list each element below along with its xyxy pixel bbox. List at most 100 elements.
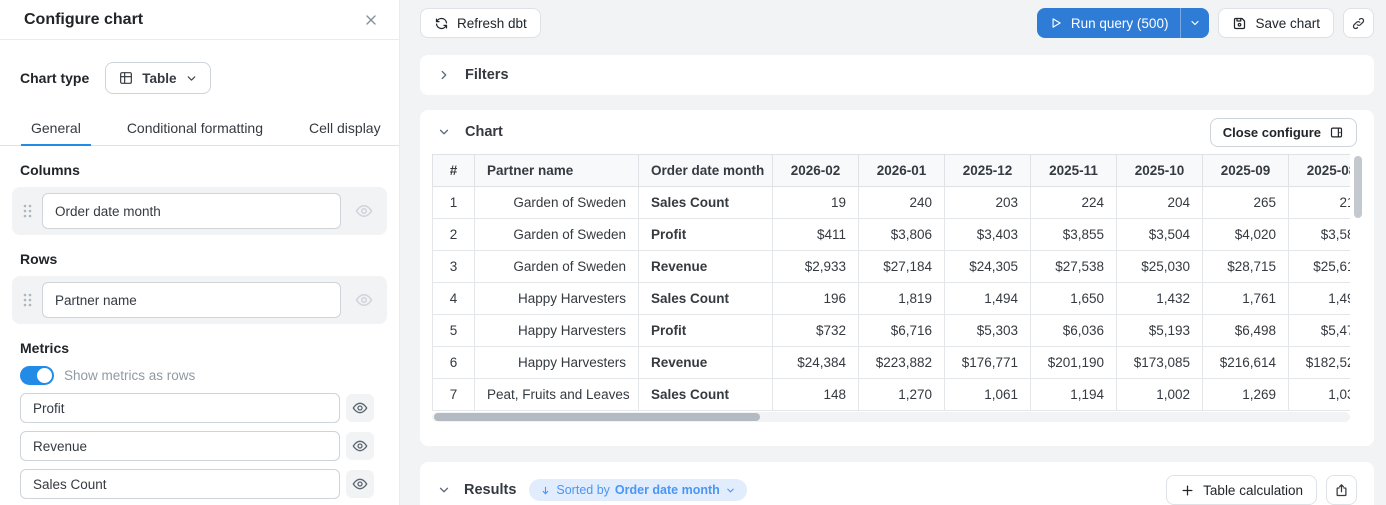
column-header[interactable]: 2026-02: [772, 154, 859, 187]
export-button[interactable]: [1326, 475, 1357, 505]
table-cell[interactable]: Happy Harvesters: [474, 346, 639, 379]
column-header[interactable]: #: [432, 154, 475, 187]
table-cell[interactable]: Sales Count: [638, 186, 773, 219]
table-cell[interactable]: 203: [944, 186, 1031, 219]
table-cell[interactable]: 204: [1116, 186, 1203, 219]
table-cell[interactable]: 1,270: [858, 378, 945, 411]
table-cell[interactable]: $5,193: [1116, 314, 1203, 347]
run-query-dropdown-button[interactable]: [1180, 8, 1210, 38]
table-cell[interactable]: 1,495: [1288, 282, 1350, 315]
table-cell[interactable]: Happy Harvesters: [474, 282, 639, 315]
table-cell[interactable]: Profit: [638, 218, 773, 251]
table-cell[interactable]: $223,882: [858, 346, 945, 379]
metric-input-revenue[interactable]: [20, 431, 340, 461]
table-cell[interactable]: $24,384: [772, 346, 859, 379]
table-cell[interactable]: $27,184: [858, 250, 945, 283]
column-header[interactable]: 2025-10: [1116, 154, 1203, 187]
table-cell[interactable]: 1,061: [944, 378, 1031, 411]
column-header[interactable]: 2025-11: [1030, 154, 1117, 187]
table-cell[interactable]: $182,521: [1288, 346, 1350, 379]
filters-section[interactable]: Filters: [420, 55, 1374, 95]
rows-field-input[interactable]: [42, 282, 341, 318]
close-button[interactable]: [361, 10, 381, 30]
table-cell[interactable]: $27,538: [1030, 250, 1117, 283]
column-header[interactable]: 2025-12: [944, 154, 1031, 187]
table-cell[interactable]: 1,650: [1030, 282, 1117, 315]
tab-conditional-formatting[interactable]: Conditional formatting: [117, 114, 273, 145]
close-configure-button[interactable]: Close configure: [1209, 117, 1357, 147]
drag-handle-icon[interactable]: [22, 203, 32, 219]
column-header[interactable]: 2026-01: [858, 154, 945, 187]
table-cell[interactable]: 148: [772, 378, 859, 411]
metric-input-profit[interactable]: [20, 393, 340, 423]
table-cell[interactable]: $216,614: [1202, 346, 1289, 379]
chart-type-dropdown[interactable]: Table: [105, 62, 211, 94]
table-cell[interactable]: $3,504: [1116, 218, 1203, 251]
row-index-cell[interactable]: 6: [432, 346, 475, 379]
table-cell[interactable]: Revenue: [638, 250, 773, 283]
eye-icon[interactable]: [346, 432, 374, 460]
table-cell[interactable]: Revenue: [638, 346, 773, 379]
row-index-cell[interactable]: 5: [432, 314, 475, 347]
row-index-cell[interactable]: 3: [432, 250, 475, 283]
table-cell[interactable]: 1,002: [1116, 378, 1203, 411]
table-cell[interactable]: Profit: [638, 314, 773, 347]
table-cell[interactable]: $25,030: [1116, 250, 1203, 283]
table-cell[interactable]: $411: [772, 218, 859, 251]
chevron-right-icon[interactable]: [437, 68, 451, 82]
table-cell[interactable]: $6,036: [1030, 314, 1117, 347]
table-cell[interactable]: $4,020: [1202, 218, 1289, 251]
table-cell[interactable]: 1,494: [944, 282, 1031, 315]
share-link-button[interactable]: [1343, 8, 1374, 38]
table-cell[interactable]: $6,498: [1202, 314, 1289, 347]
save-chart-button[interactable]: Save chart: [1218, 8, 1334, 38]
row-index-cell[interactable]: 1: [432, 186, 475, 219]
table-cell[interactable]: $25,613: [1288, 250, 1350, 283]
eye-icon[interactable]: [346, 394, 374, 422]
table-cell[interactable]: Garden of Sweden: [474, 218, 639, 251]
table-cell[interactable]: $3,855: [1030, 218, 1117, 251]
column-header[interactable]: Partner name: [474, 154, 639, 187]
table-cell[interactable]: $3,806: [858, 218, 945, 251]
show-metrics-as-rows-toggle[interactable]: [20, 366, 54, 385]
tab-general[interactable]: General: [21, 114, 91, 146]
table-cell[interactable]: Garden of Sweden: [474, 250, 639, 283]
row-index-cell[interactable]: 2: [432, 218, 475, 251]
metric-input-sales-count[interactable]: [20, 469, 340, 499]
table-cell[interactable]: $173,085: [1116, 346, 1203, 379]
table-cell[interactable]: $201,190: [1030, 346, 1117, 379]
table-cell[interactable]: $732: [772, 314, 859, 347]
table-cell[interactable]: Peat, Fruits and Leaves: [474, 378, 639, 411]
vertical-scrollbar[interactable]: [1354, 156, 1362, 218]
table-cell[interactable]: $24,305: [944, 250, 1031, 283]
table-cell[interactable]: $2,933: [772, 250, 859, 283]
row-index-cell[interactable]: 4: [432, 282, 475, 315]
refresh-dbt-button[interactable]: Refresh dbt: [420, 8, 541, 38]
table-cell[interactable]: $3,403: [944, 218, 1031, 251]
table-cell[interactable]: $6,716: [858, 314, 945, 347]
table-cell[interactable]: Happy Harvesters: [474, 314, 639, 347]
chevron-down-icon[interactable]: [437, 483, 451, 497]
row-index-cell[interactable]: 7: [432, 378, 475, 411]
column-header[interactable]: Order date month: [638, 154, 773, 187]
table-cell[interactable]: $28,715: [1202, 250, 1289, 283]
table-scroll-area[interactable]: # Partner name Order date month 2026-02 2026…: [432, 154, 1350, 411]
table-cell[interactable]: 240: [858, 186, 945, 219]
table-cell[interactable]: 265: [1202, 186, 1289, 219]
table-cell[interactable]: 1,819: [858, 282, 945, 315]
table-cell[interactable]: 1,034: [1288, 378, 1350, 411]
chevron-down-icon[interactable]: [437, 125, 451, 139]
table-cell[interactable]: 213: [1288, 186, 1350, 219]
table-cell[interactable]: $176,771: [944, 346, 1031, 379]
horizontal-scrollbar-thumb[interactable]: [434, 413, 760, 421]
table-cell[interactable]: 224: [1030, 186, 1117, 219]
table-cell[interactable]: $5,477: [1288, 314, 1350, 347]
columns-field-input[interactable]: [42, 193, 341, 229]
eye-icon[interactable]: [351, 202, 377, 220]
drag-handle-icon[interactable]: [22, 292, 32, 308]
horizontal-scrollbar-track[interactable]: [432, 412, 1350, 422]
table-cell[interactable]: $3,586: [1288, 218, 1350, 251]
table-cell[interactable]: 1,761: [1202, 282, 1289, 315]
sorted-by-badge[interactable]: Sorted by Order date month: [529, 479, 747, 501]
column-header[interactable]: 2025-08: [1288, 154, 1350, 187]
